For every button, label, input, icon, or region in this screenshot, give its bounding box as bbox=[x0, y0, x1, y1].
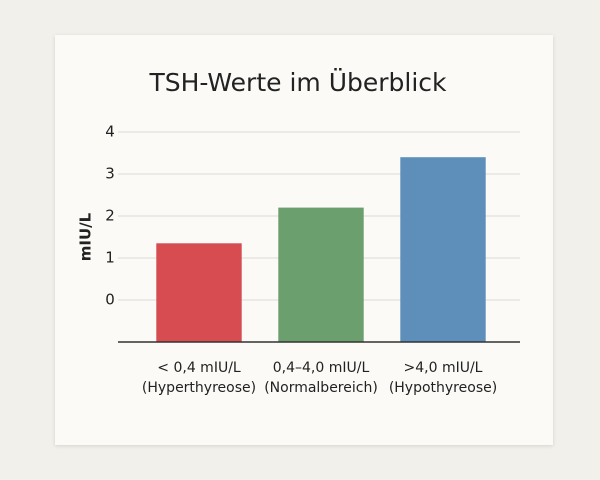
x-tick-label: (Hyperthyreose) bbox=[142, 380, 256, 396]
y-axis-title: mIU/L bbox=[77, 212, 95, 261]
y-tick-label: 1 bbox=[105, 249, 115, 267]
x-tick-label: 0,4–4,0 mIU/L bbox=[273, 360, 370, 376]
y-tick-label: 3 bbox=[105, 165, 115, 183]
y-tick-label: 4 bbox=[105, 123, 115, 141]
x-tick-label: (Hypothyreose) bbox=[389, 380, 497, 396]
bar bbox=[156, 243, 242, 342]
x-tick-label: (Normalbereich) bbox=[264, 380, 378, 396]
bar bbox=[400, 157, 486, 342]
x-tick-label: >4,0 mIU/L bbox=[404, 360, 483, 376]
x-tick-label: < 0,4 mIU/L bbox=[157, 360, 241, 376]
y-tick-label: 0 bbox=[105, 291, 115, 309]
chart-title: TSH-Werte im Überblick bbox=[148, 68, 447, 97]
bar bbox=[278, 207, 364, 342]
y-tick-label: 2 bbox=[105, 207, 115, 225]
